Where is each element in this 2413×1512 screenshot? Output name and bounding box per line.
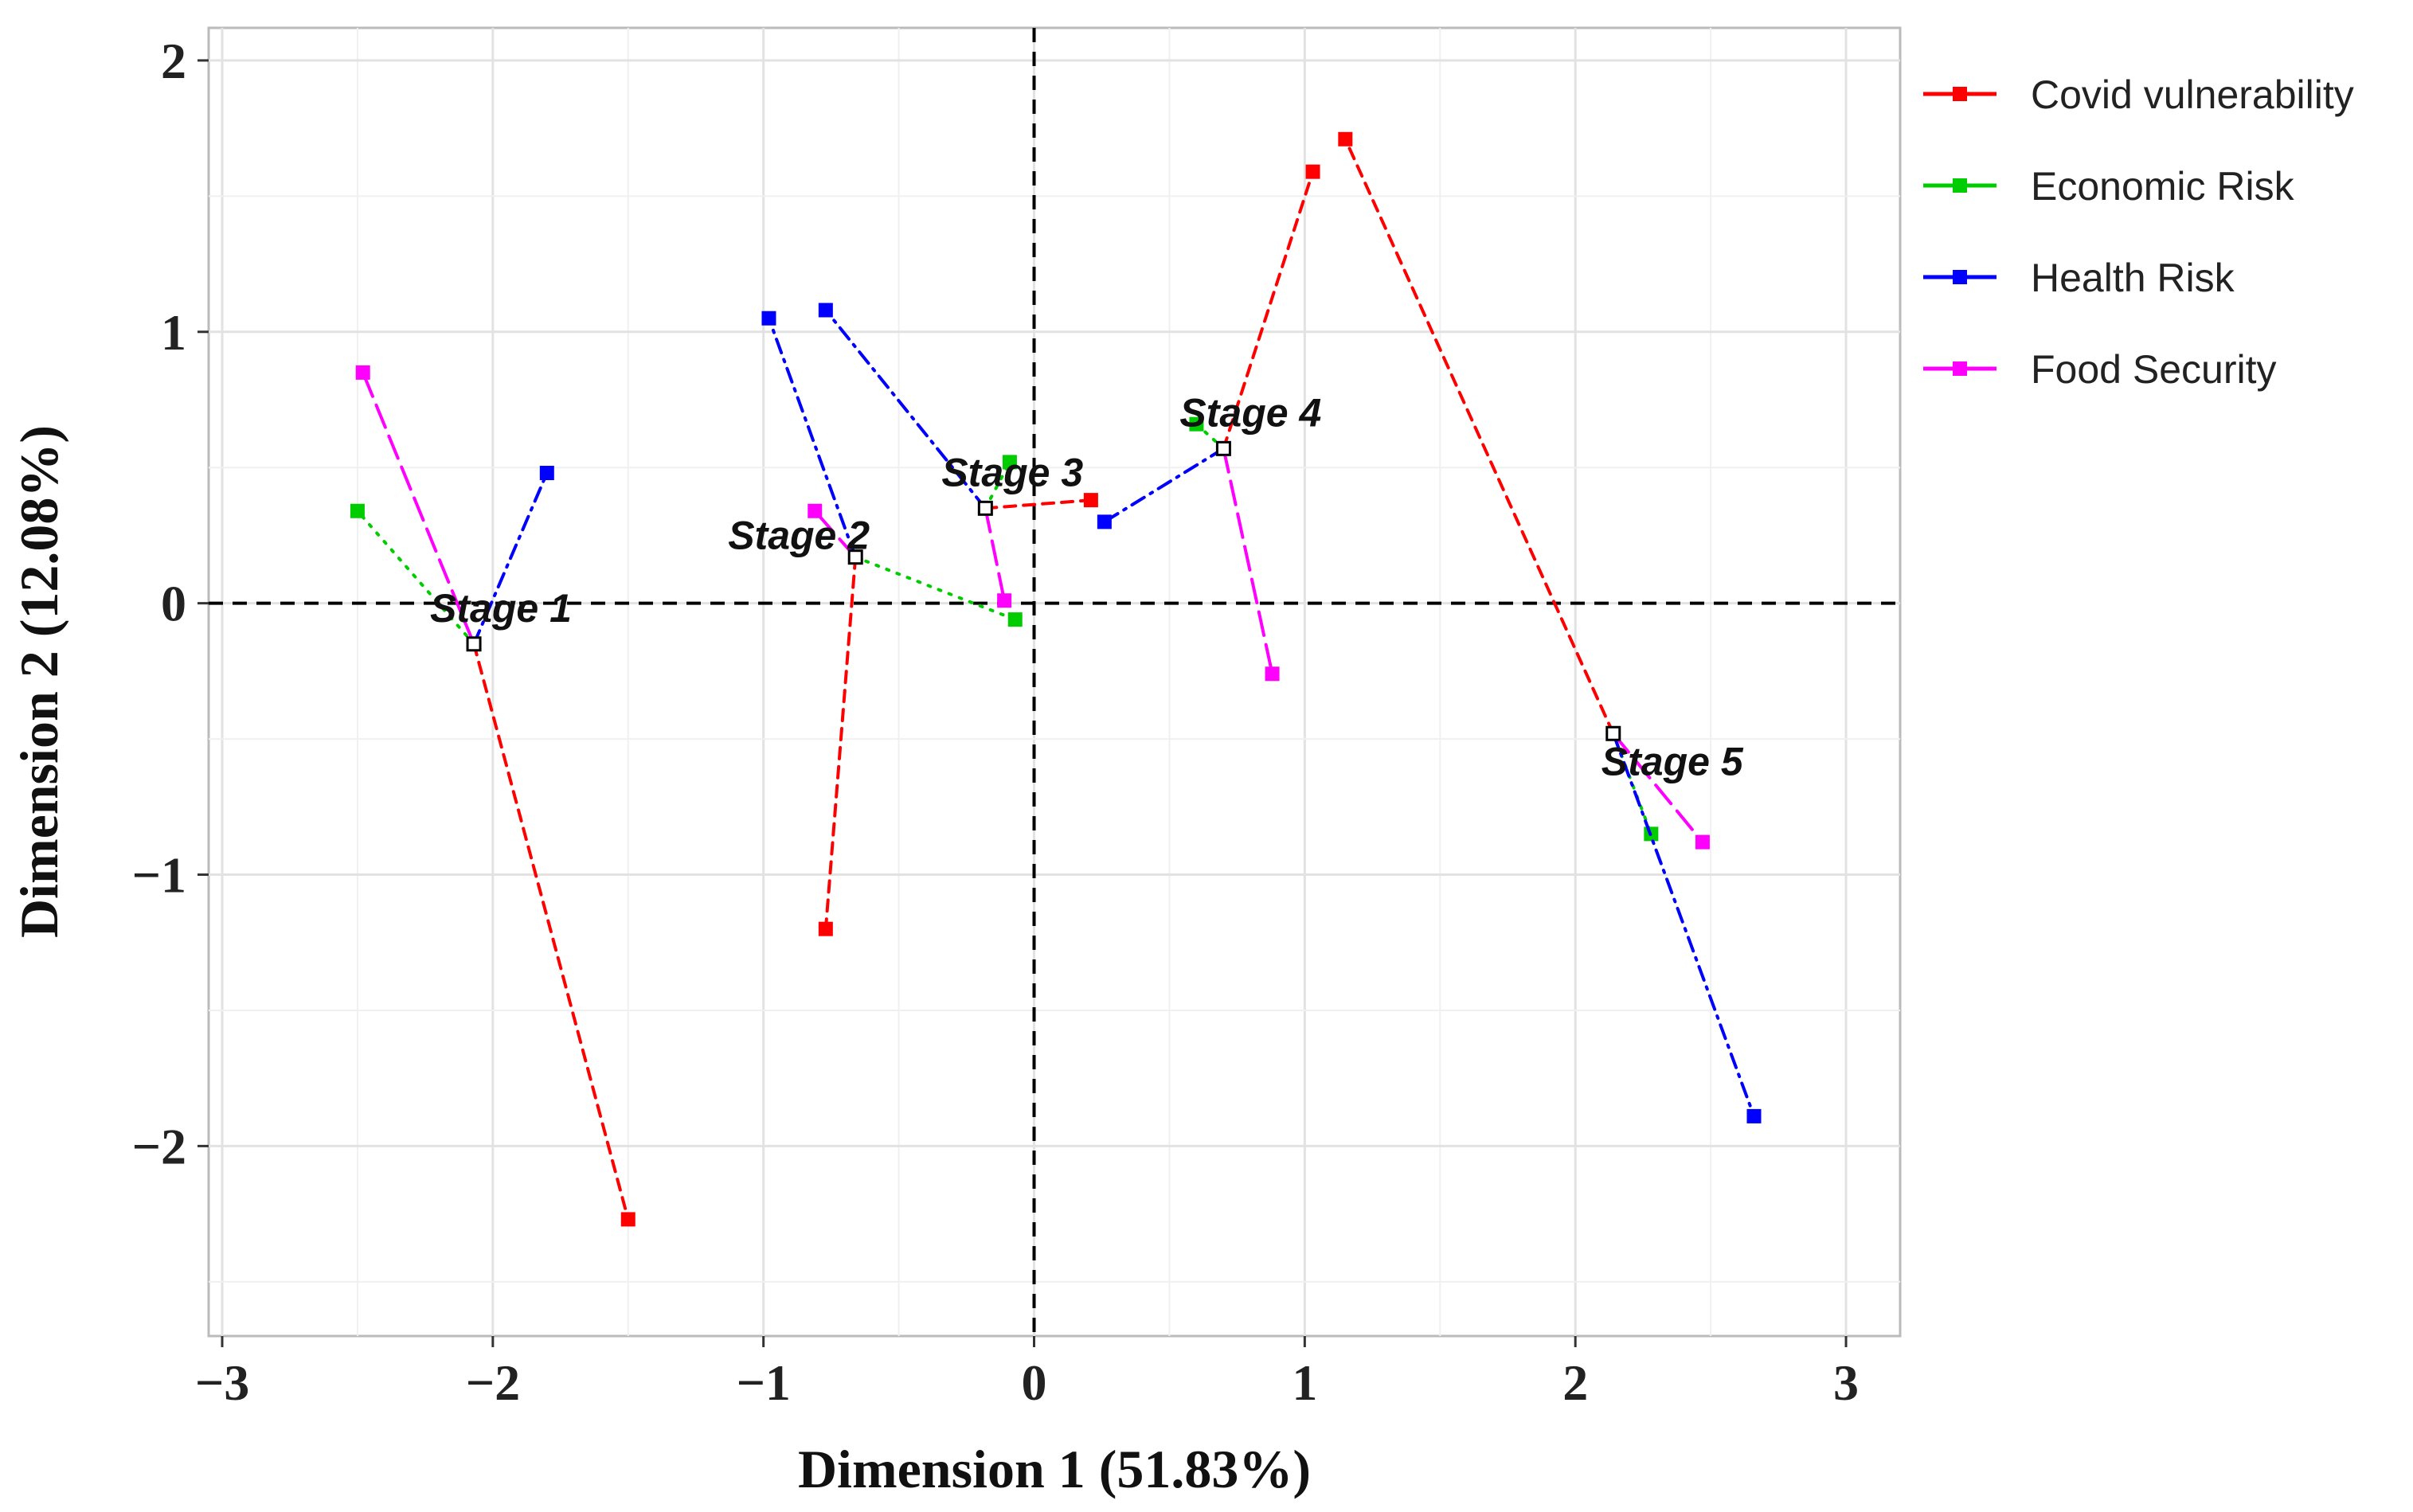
x-tick-label: −3 <box>195 1354 249 1411</box>
x-tick-label: −2 <box>466 1354 520 1411</box>
series-segment <box>361 370 476 646</box>
series-food-security <box>355 365 1710 850</box>
legend: Covid vulnerability Economic Risk Health R… <box>1923 72 2354 392</box>
series-segment <box>813 509 858 559</box>
x-tick-label: 3 <box>1833 1354 1859 1411</box>
reference-lines <box>209 28 1900 1336</box>
series-segment <box>823 308 987 510</box>
legend-label: Health Risk <box>2031 256 2235 300</box>
series-covid-vulnerability <box>472 131 1615 1227</box>
y-tick-label: 2 <box>161 33 186 89</box>
data-point <box>1265 666 1280 682</box>
series-health-risk <box>472 303 1762 1123</box>
series-segment <box>1611 732 1653 836</box>
data-point <box>539 466 554 481</box>
stage-label: Stage 1 <box>430 586 572 631</box>
series-segment <box>1343 137 1615 736</box>
stage-marker <box>1605 725 1621 741</box>
y-axis-title: Dimension 2 (12.08%) <box>9 425 69 938</box>
stage-marker <box>847 549 863 565</box>
series-segment <box>823 555 858 931</box>
legend-swatch-marker <box>1953 178 1967 193</box>
y-tick-label: −2 <box>132 1118 186 1174</box>
data-point <box>1083 493 1098 508</box>
series-segment <box>472 471 549 646</box>
data-point <box>761 311 776 326</box>
data-point <box>1746 1108 1762 1123</box>
legend-swatch-marker <box>1953 270 1967 284</box>
data-point <box>818 921 833 936</box>
data-point <box>1002 455 1017 470</box>
series-segment <box>1611 732 1704 844</box>
x-tick-label: 0 <box>1022 1354 1047 1411</box>
x-axis-title: Dimension 1 (51.83%) <box>798 1439 1311 1499</box>
stage-label: Stage 5 <box>1601 739 1744 783</box>
series-segment <box>472 642 630 1221</box>
data-point <box>1097 514 1112 529</box>
legend-swatch-marker <box>1953 361 1967 376</box>
stage-marker <box>466 636 482 652</box>
stage-marker <box>977 500 993 516</box>
series-segment <box>1222 170 1315 451</box>
data-point <box>1189 416 1204 432</box>
data-point <box>350 503 365 518</box>
x-tick-label: 1 <box>1292 1354 1317 1411</box>
plot-panel <box>207 26 1902 1338</box>
data-point <box>1338 131 1353 147</box>
series-segment <box>984 460 1011 510</box>
y-tick-label: −1 <box>132 847 186 904</box>
data-point <box>818 303 833 318</box>
stage-label: Stage 4 <box>1179 390 1321 435</box>
stage-label: Stage 3 <box>941 450 1083 494</box>
data-point <box>620 1212 636 1227</box>
data-point <box>355 365 370 380</box>
legend-label: Economic Risk <box>2031 164 2295 209</box>
legend-label: Covid vulnerability <box>2031 72 2354 117</box>
stage-marker <box>1215 440 1231 456</box>
x-tick-label: −1 <box>736 1354 790 1411</box>
stage-layer: Stage 1 Stage 2 Stage 3 Stage 4 Stage 5 <box>430 390 1744 783</box>
series-segment <box>1222 447 1274 676</box>
y-tick-label: 0 <box>161 576 186 632</box>
x-axis-ticks: −3 −2 −1 0 1 2 3 <box>195 1336 1859 1411</box>
grid-lines <box>209 28 1900 1336</box>
data-point <box>1007 612 1023 627</box>
data-point <box>997 593 1012 608</box>
series-segment <box>767 316 858 559</box>
series-segment <box>1611 732 1756 1118</box>
y-axis-ticks: −2 −1 0 1 2 <box>132 33 209 1174</box>
data-point <box>808 503 823 518</box>
series-layer <box>350 131 1762 1227</box>
series-segment <box>355 509 476 646</box>
x-tick-label: 2 <box>1562 1354 1588 1411</box>
legend-label: Food Security <box>2031 347 2276 392</box>
series-segment <box>984 498 1093 510</box>
data-point <box>1695 834 1710 850</box>
series-segment <box>1102 447 1226 524</box>
y-tick-label: 1 <box>161 304 186 361</box>
series-segment <box>984 506 1007 603</box>
stage-label: Stage 2 <box>728 514 870 558</box>
data-point <box>1305 164 1320 179</box>
legend-swatch-marker <box>1953 87 1967 101</box>
